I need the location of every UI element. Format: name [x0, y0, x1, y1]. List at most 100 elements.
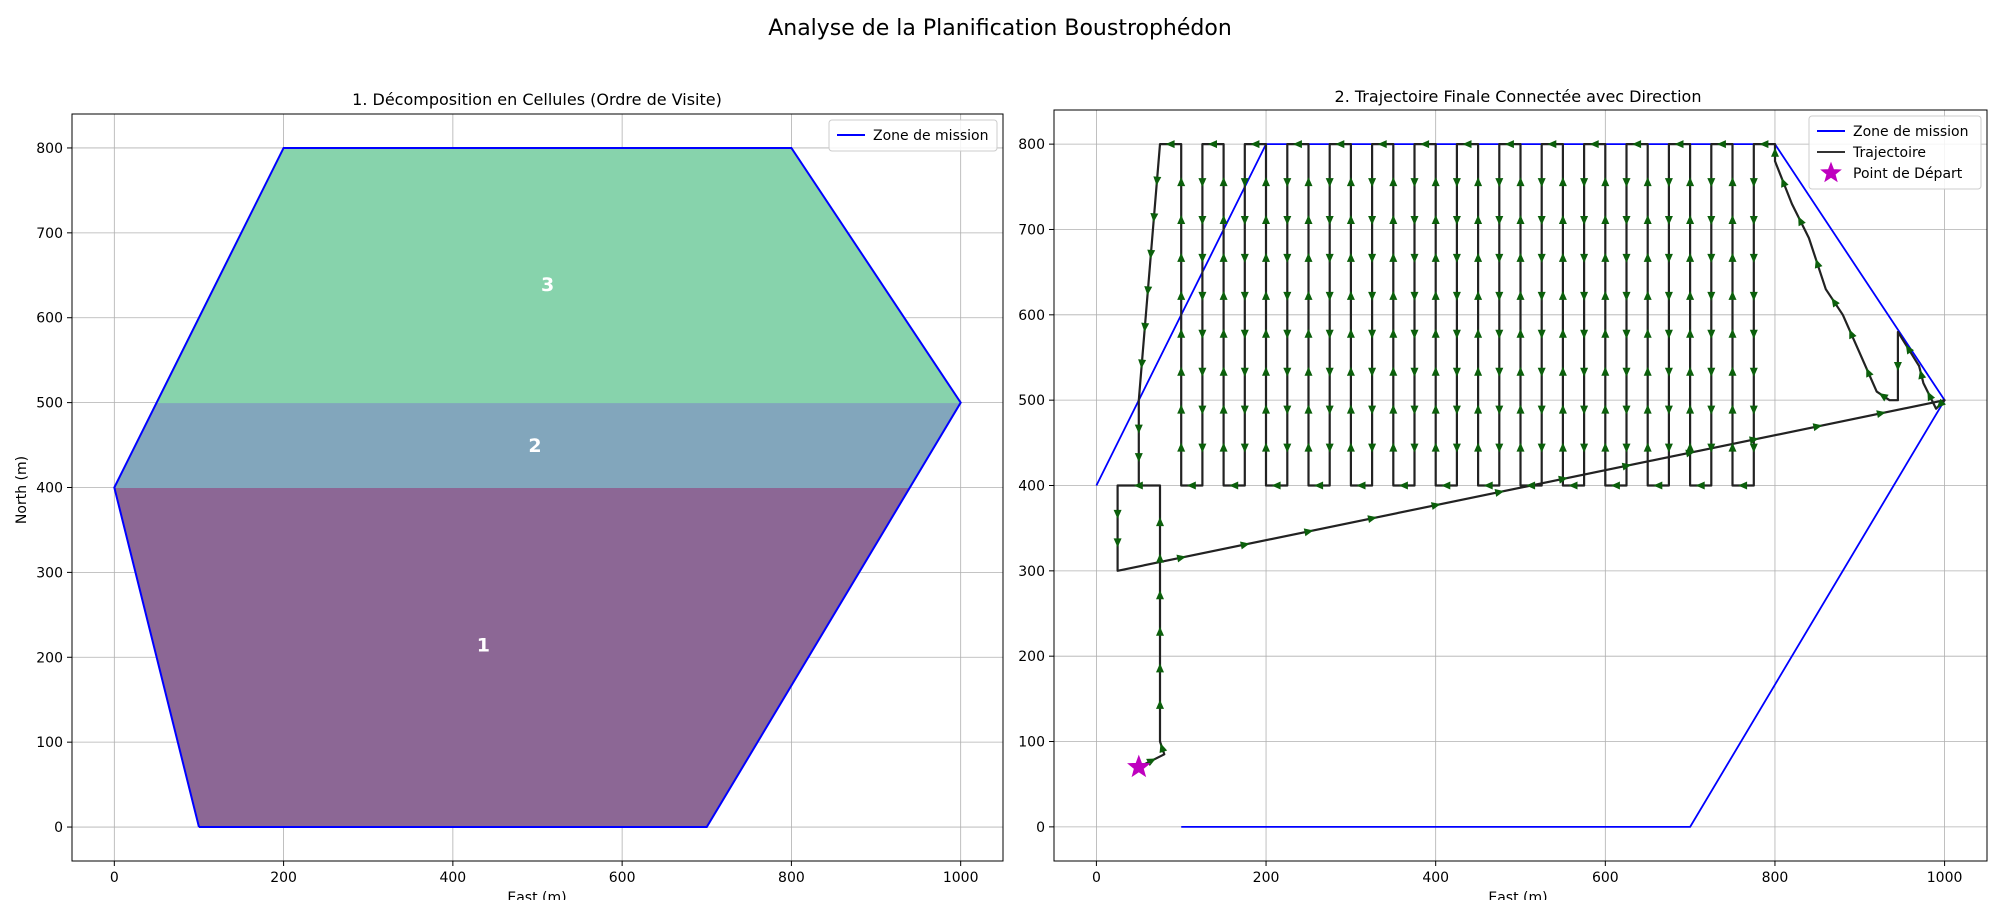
direction-arrow: [1325, 216, 1334, 225]
direction-arrow: [1156, 590, 1164, 600]
legend-label: Point de Départ: [1853, 166, 1963, 182]
x-tick-label: 400: [1422, 870, 1449, 886]
direction-arrow: [1526, 481, 1536, 490]
direction-arrow: [1474, 252, 1483, 262]
direction-arrow: [1389, 442, 1398, 452]
direction-arrow: [1346, 290, 1355, 300]
direction-arrow: [1601, 252, 1610, 262]
direction-arrow: [1431, 328, 1440, 338]
direction-arrow: [1240, 329, 1249, 339]
direction-arrow: [1643, 177, 1652, 187]
direction-arrow: [1431, 252, 1440, 262]
direction-arrow: [1622, 216, 1631, 225]
direction-arrow: [1262, 252, 1270, 262]
tick-layer: 0 200 400 600 800 1000 0 100 200 300 400 500 600 700 8…: [1018, 137, 1962, 886]
legend-marker-star: [1820, 161, 1842, 183]
direction-arrow: [1452, 253, 1461, 263]
chart-cell-decomposition: 1. Décomposition en Cellules (Ordre de V…: [14, 90, 1004, 900]
direction-arrow: [1866, 367, 1874, 378]
direction-arrow: [1283, 216, 1292, 225]
direction-arrow: [1643, 442, 1652, 452]
direction-arrow: [1177, 328, 1186, 338]
direction-arrow: [1653, 481, 1663, 490]
direction-arrow: [1474, 442, 1483, 452]
direction-arrow: [1812, 423, 1823, 432]
direction-arrow: [1377, 140, 1387, 149]
direction-arrow: [1398, 481, 1408, 490]
direction-arrow: [1664, 291, 1673, 301]
direction-arrow: [1664, 367, 1673, 377]
direction-arrow: [1580, 216, 1589, 225]
direction-arrow: [1749, 178, 1758, 188]
start-point-star: [1127, 754, 1151, 778]
y-tick-label: 700: [36, 226, 63, 242]
direction-arrow: [1150, 212, 1159, 223]
direction-arrow: [1325, 367, 1334, 377]
direction-arrow: [1389, 366, 1398, 376]
direction-arrow: [1134, 453, 1143, 463]
direction-arrow: [1568, 481, 1578, 490]
direction-arrow: [1240, 178, 1249, 188]
direction-arrow: [1622, 405, 1631, 415]
direction-arrow: [1831, 297, 1840, 308]
direction-arrow: [1292, 140, 1302, 149]
direction-arrow: [1431, 177, 1440, 187]
direction-arrow: [1368, 291, 1377, 301]
direction-arrow: [1749, 216, 1758, 225]
direction-arrow: [1580, 443, 1589, 453]
direction-arrow: [1537, 329, 1546, 339]
direction-arrow: [1495, 253, 1504, 263]
y-axis-label: North (m): [14, 456, 30, 524]
direction-arrow: [1262, 366, 1270, 376]
direction-arrow: [1410, 253, 1419, 263]
direction-arrow: [1686, 252, 1695, 262]
chart-title: 1. Décomposition en Cellules (Ordre de V…: [352, 90, 722, 109]
direction-arrow: [1601, 177, 1610, 187]
direction-arrow: [1580, 329, 1589, 339]
direction-arrow: [1537, 443, 1546, 453]
direction-arrow: [1686, 215, 1695, 224]
y-tick-label: 200: [36, 650, 63, 666]
direction-arrow: [1516, 215, 1525, 224]
direction-arrow: [1165, 140, 1175, 149]
direction-arrow: [1431, 215, 1440, 224]
direction-arrow: [1728, 177, 1737, 187]
direction-arrow: [1728, 252, 1737, 262]
direction-arrow: [1113, 509, 1122, 519]
direction-arrow: [1893, 362, 1902, 371]
plot-layer: 1 2 3: [113, 146, 962, 829]
direction-arrow: [1304, 442, 1313, 452]
direction-arrow: [1728, 328, 1737, 338]
legend-label: Trajectoire: [1852, 145, 1926, 161]
direction-arrow: [1304, 366, 1313, 376]
direction-arrow: [1495, 443, 1504, 453]
direction-arrow: [1314, 481, 1324, 490]
direction-arrow: [1686, 366, 1695, 376]
direction-arrow: [1198, 291, 1207, 301]
direction-arrow: [1664, 178, 1673, 188]
direction-arrow: [1229, 481, 1239, 490]
direction-arrow: [1927, 391, 1936, 402]
direction-arrow: [1580, 178, 1589, 188]
direction-arrow: [1177, 442, 1186, 452]
direction-arrow: [1516, 442, 1525, 452]
direction-arrow: [1346, 366, 1355, 376]
cell-label: 1: [477, 635, 490, 657]
direction-arrow: [1452, 443, 1461, 453]
direction-arrow: [1335, 140, 1345, 149]
x-tick-label: 800: [1762, 870, 1789, 886]
direction-arrow: [1420, 140, 1430, 149]
direction-arrow: [1558, 475, 1568, 484]
direction-arrow: [1325, 253, 1334, 263]
legend-layer: Zone de mission: [828, 119, 998, 152]
direction-arrow: [1283, 367, 1292, 377]
direction-arrow: [1601, 442, 1610, 452]
direction-arrow: [1452, 367, 1461, 377]
x-tick-label: 200: [1253, 870, 1280, 886]
direction-arrow: [1219, 404, 1228, 414]
direction-arrow: [1156, 517, 1164, 527]
y-tick-label: 300: [36, 565, 63, 581]
direction-arrow: [1643, 366, 1652, 376]
y-tick-label: 0: [54, 820, 63, 836]
direction-arrow: [1431, 290, 1440, 300]
